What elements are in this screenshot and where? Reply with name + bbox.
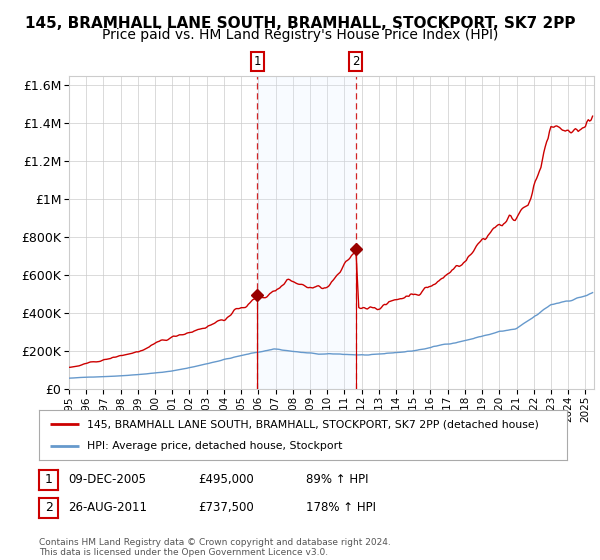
Bar: [257, 76, 356, 389]
Text: £737,500: £737,500: [198, 501, 254, 515]
Text: 26-AUG-2011: 26-AUG-2011: [68, 501, 147, 515]
Text: 178% ↑ HPI: 178% ↑ HPI: [306, 501, 376, 515]
Text: 09-DEC-2005: 09-DEC-2005: [68, 473, 146, 487]
Text: Price paid vs. HM Land Registry's House Price Index (HPI): Price paid vs. HM Land Registry's House …: [102, 28, 498, 42]
Text: 145, BRAMHALL LANE SOUTH, BRAMHALL, STOCKPORT, SK7 2PP: 145, BRAMHALL LANE SOUTH, BRAMHALL, STOC…: [25, 16, 575, 31]
Text: Contains HM Land Registry data © Crown copyright and database right 2024.
This d: Contains HM Land Registry data © Crown c…: [39, 538, 391, 557]
Text: 89% ↑ HPI: 89% ↑ HPI: [306, 473, 368, 487]
Text: £495,000: £495,000: [198, 473, 254, 487]
Text: HPI: Average price, detached house, Stockport: HPI: Average price, detached house, Stoc…: [86, 441, 342, 451]
Text: 1: 1: [44, 473, 53, 487]
Text: 1: 1: [254, 55, 261, 68]
Text: 145, BRAMHALL LANE SOUTH, BRAMHALL, STOCKPORT, SK7 2PP (detached house): 145, BRAMHALL LANE SOUTH, BRAMHALL, STOC…: [86, 419, 538, 429]
Text: 2: 2: [44, 501, 53, 515]
Text: 2: 2: [352, 55, 359, 68]
